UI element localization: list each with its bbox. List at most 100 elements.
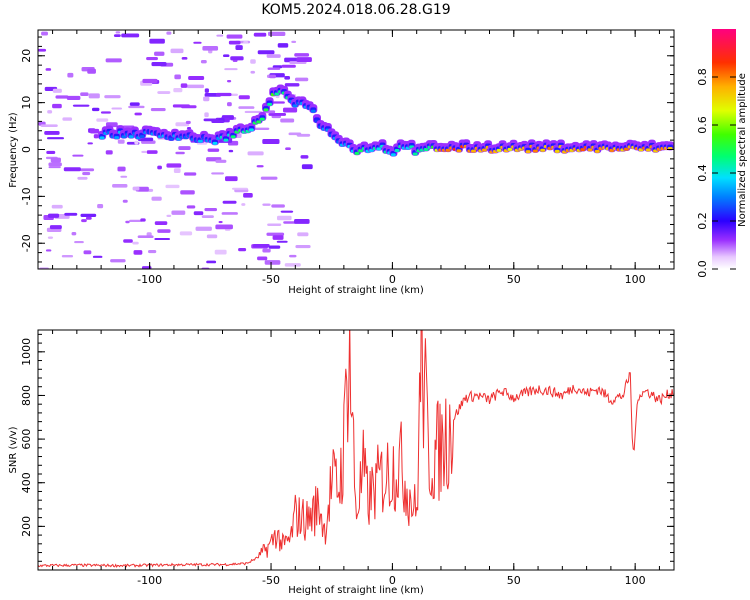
noise-cell — [50, 157, 61, 163]
noise-cell — [268, 245, 281, 249]
ridge-core-cell — [481, 148, 487, 152]
noise-cell — [80, 213, 97, 218]
snr-series-line — [38, 330, 674, 568]
noise-cell — [276, 240, 288, 243]
noise-cell — [64, 212, 78, 216]
noise-cell — [100, 111, 111, 114]
noise-cell — [112, 184, 128, 188]
noise-cell — [48, 213, 60, 218]
noise-cell — [154, 237, 171, 241]
noise-cell — [262, 203, 271, 206]
noise-cell — [221, 212, 238, 215]
noise-cell — [157, 91, 171, 94]
noise-cell — [223, 54, 230, 58]
noise-cell — [83, 250, 92, 255]
noise-cell — [40, 124, 58, 127]
noise-cell — [215, 159, 227, 163]
noise-cell — [150, 107, 166, 112]
colorbar-label: Normalized spectral amplitude — [737, 73, 748, 227]
snr-frame — [37, 329, 675, 571]
ridge-core-cell — [230, 135, 236, 139]
ridge-core-cell — [223, 138, 229, 142]
ridge-core-cell — [128, 135, 134, 139]
noise-cell — [88, 93, 100, 99]
ridge-core-cell — [99, 136, 105, 140]
spectrogram-cells — [38, 31, 674, 269]
noise-cell — [230, 56, 244, 61]
noise-cell — [227, 102, 232, 107]
noise-cell — [225, 176, 238, 182]
noise-cell — [193, 41, 202, 44]
noise-cell — [66, 95, 81, 100]
noise-cell — [204, 112, 209, 118]
ridge-core-cell — [259, 117, 265, 121]
y-tick-label: 200 — [20, 516, 33, 537]
y-tick-label: -10 — [20, 187, 33, 205]
ridge-core-cell — [496, 148, 502, 152]
y-tick-label: 1000 — [20, 338, 33, 366]
noise-cell — [137, 235, 154, 239]
ridge-core-cell — [445, 148, 451, 152]
y-tick-label: -20 — [20, 234, 33, 252]
ridge-core-cell — [532, 149, 538, 153]
noise-cell — [52, 88, 62, 93]
noise-cell — [81, 219, 87, 223]
y-tick-label: 10 — [20, 96, 33, 110]
colorbar: 0.0 0.2 0.4 0.6 0.8 Normalized spectral ampl… — [696, 29, 748, 278]
x-tick-label: 100 — [625, 574, 646, 587]
noise-cell — [120, 175, 128, 178]
noise-cell — [281, 64, 296, 68]
noise-cell — [267, 223, 282, 226]
noise-cell — [128, 105, 145, 109]
noise-cell — [62, 117, 73, 121]
colorbar-tick-label: 0.6 — [696, 116, 709, 134]
noise-cell — [174, 74, 181, 80]
noise-cell — [173, 88, 183, 93]
noise-cell — [123, 239, 133, 243]
noise-cell — [247, 151, 264, 156]
noise-cell — [186, 205, 196, 209]
colorbar-tick-label: 0.2 — [696, 212, 709, 230]
noise-cell — [271, 204, 285, 208]
noise-cell — [294, 218, 310, 224]
noise-cell — [294, 77, 309, 82]
ridge-core-cell — [263, 108, 269, 112]
colorbar-tick-label: 0.8 — [696, 68, 709, 86]
noise-cell — [74, 241, 84, 244]
noise-cell — [201, 267, 210, 269]
x-tick-label: -100 — [137, 574, 162, 587]
x-tick-label: 0 — [389, 273, 396, 286]
noise-cell — [72, 104, 90, 107]
noise-cell — [97, 203, 104, 209]
noise-cell — [280, 210, 294, 213]
ridge-core-cell — [471, 149, 477, 153]
noise-cell — [171, 210, 186, 215]
noise-cell — [252, 243, 270, 248]
y-tick-label: 400 — [20, 472, 33, 493]
ridge-core-cell — [554, 149, 560, 153]
noise-cell — [224, 68, 238, 71]
x-tick-label: -100 — [137, 273, 162, 286]
noise-cell — [257, 50, 275, 55]
noise-cell — [92, 255, 103, 258]
noise-cell — [105, 150, 113, 155]
noise-cell — [188, 76, 205, 81]
x-tick-label: -50 — [262, 574, 280, 587]
noise-cell — [289, 254, 297, 258]
ridge-core-cell — [139, 135, 145, 139]
noise-cell — [104, 95, 121, 99]
noise-cell — [218, 220, 223, 224]
noise-cell — [170, 48, 184, 54]
noise-cell — [207, 148, 220, 152]
ridge-core-cell — [310, 109, 316, 113]
noise-cell — [283, 221, 297, 224]
colorbar-ticks: 0.0 0.2 0.4 0.6 0.8 — [696, 68, 736, 278]
ridge-core-cell — [594, 149, 600, 153]
x-tick-label: 50 — [507, 574, 521, 587]
noise-cell — [175, 122, 190, 127]
noise-cell — [270, 101, 285, 104]
noise-cell — [121, 33, 140, 38]
noise-cell — [173, 168, 181, 174]
ridge-core-cell — [456, 149, 462, 153]
noise-cell — [179, 231, 193, 236]
